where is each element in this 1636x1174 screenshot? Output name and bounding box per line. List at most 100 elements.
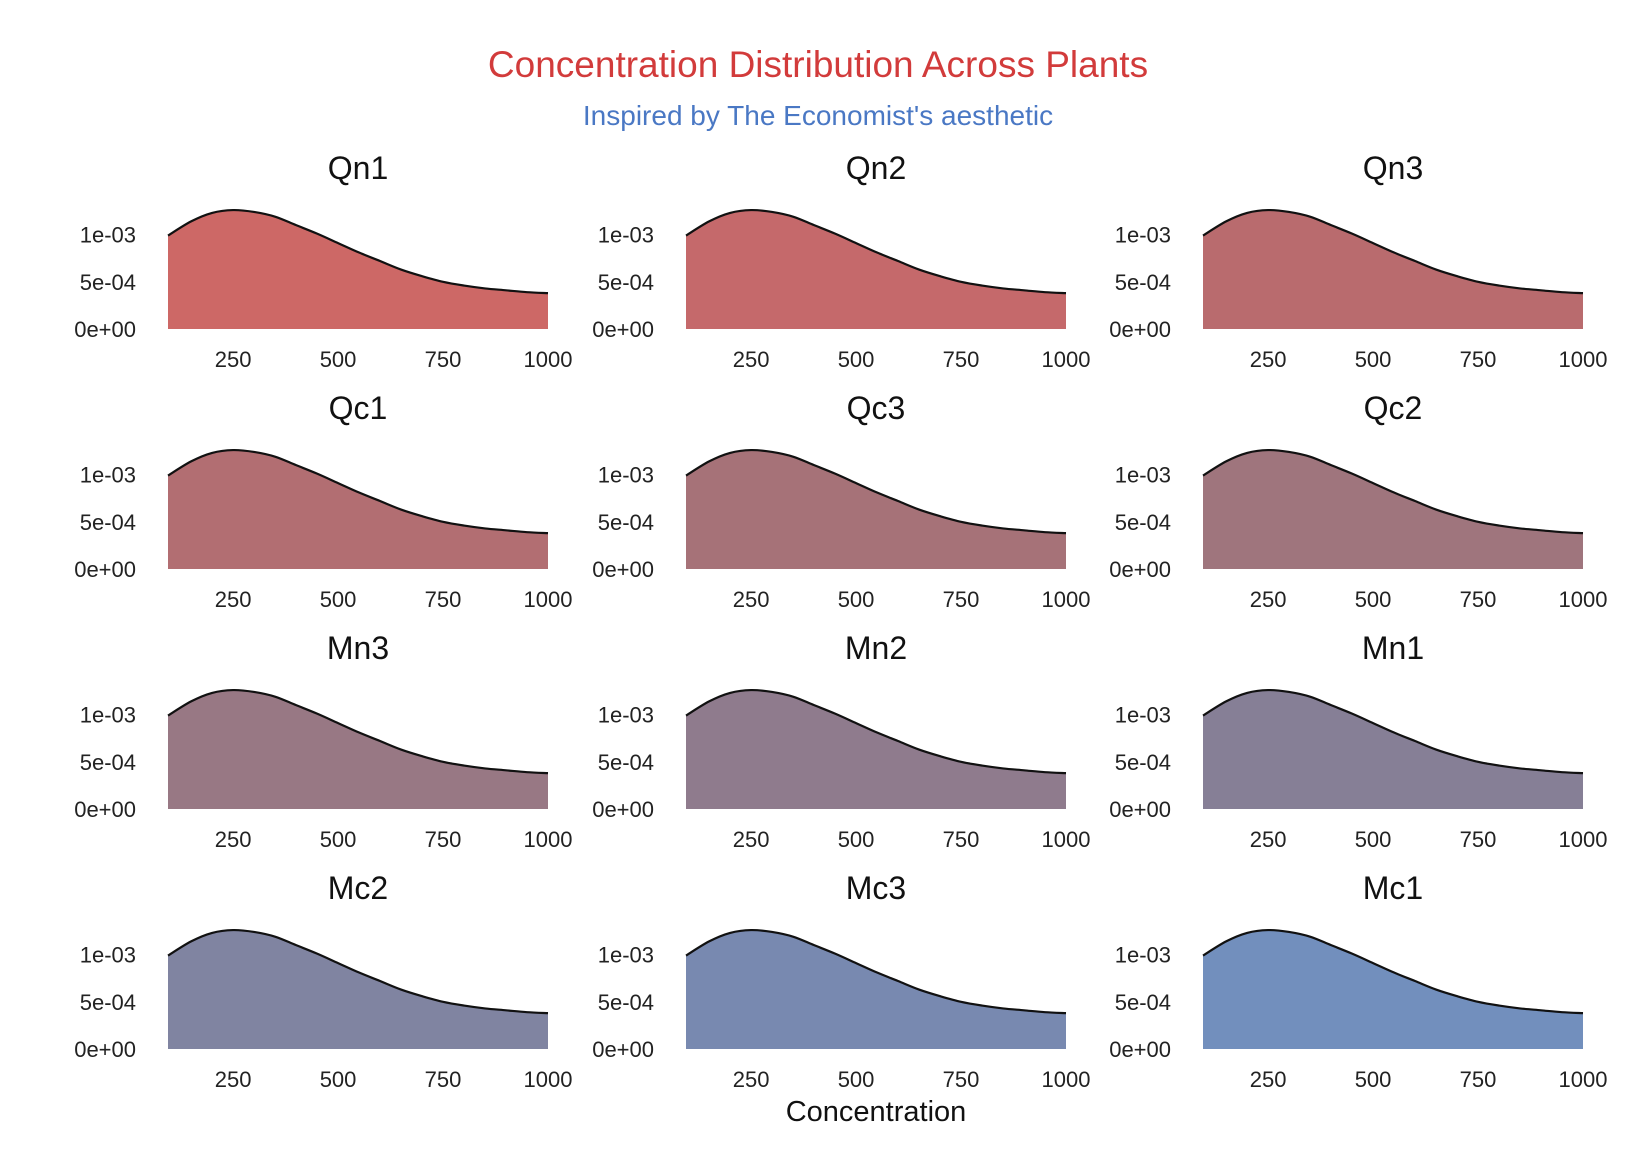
density-line	[685, 688, 1067, 775]
density-line	[167, 688, 549, 775]
density-area	[1203, 930, 1583, 1049]
x-tick-label: 750	[425, 347, 462, 372]
x-tick-label: 750	[943, 1067, 980, 1092]
y-tick-label: 1e-03	[80, 943, 136, 968]
y-tick-label: 0e+00	[74, 317, 136, 342]
y-tick-label: 5e-04	[598, 270, 654, 295]
x-tick-label: 500	[1355, 827, 1392, 852]
x-tick-label: 1000	[524, 347, 573, 372]
y-tick-label: 1e-03	[80, 223, 136, 248]
x-tick-label: 250	[1250, 827, 1287, 852]
x-tick-label: 250	[1250, 347, 1287, 372]
density-line	[685, 928, 1067, 1015]
panel-mn3: Mn3 0e+00 5e-04 1e-03 250 500 750 1000	[74, 630, 572, 852]
x-tick-label: 500	[1355, 347, 1392, 372]
x-tick-label: 750	[943, 587, 980, 612]
panel-qn1: Qn1 0e+00 5e-04 1e-03 250 500 750 1000	[74, 150, 572, 372]
x-tick-label: 1000	[524, 1067, 573, 1092]
x-tick-label: 1000	[1559, 827, 1608, 852]
panel-mc2: Mc2 0e+00 5e-04 1e-03 250 500 750 1000	[74, 870, 572, 1092]
panel-title: Qc1	[329, 390, 388, 426]
density-line	[1202, 448, 1584, 535]
panel-title: Mc2	[328, 870, 388, 906]
x-tick-label: 250	[733, 587, 770, 612]
panel-mc1: Mc1 0e+00 5e-04 1e-03 250 500 750 1000	[1109, 870, 1607, 1092]
y-tick-label: 1e-03	[598, 223, 654, 248]
panel-qc2: Qc2 0e+00 5e-04 1e-03 250 500 750 1000	[1109, 390, 1607, 612]
x-tick-label: 750	[943, 827, 980, 852]
panel-title: Qn1	[328, 150, 388, 186]
x-tick-label: 1000	[1559, 1067, 1608, 1092]
density-line	[1202, 928, 1584, 1015]
chart-subtitle: Inspired by The Economist's aesthetic	[582, 100, 1054, 131]
y-tick-label: 0e+00	[1109, 1037, 1171, 1062]
x-tick-label: 500	[1355, 1067, 1392, 1092]
y-tick-label: 1e-03	[598, 943, 654, 968]
density-line	[1202, 688, 1584, 775]
y-tick-label: 0e+00	[592, 1037, 654, 1062]
density-area	[168, 210, 548, 329]
y-tick-label: 0e+00	[592, 557, 654, 582]
x-tick-label: 1000	[1042, 347, 1091, 372]
x-tick-label: 250	[1250, 1067, 1287, 1092]
density-line	[167, 928, 549, 1015]
density-area	[1203, 690, 1583, 809]
x-tick-label: 1000	[524, 827, 573, 852]
x-tick-label: 250	[215, 1067, 252, 1092]
panel-title: Qn2	[846, 150, 906, 186]
y-tick-label: 5e-04	[80, 990, 136, 1015]
x-tick-label: 250	[1250, 587, 1287, 612]
x-tick-label: 750	[425, 1067, 462, 1092]
panel-mn2: Mn2 0e+00 5e-04 1e-03 250 500 750 1000	[592, 630, 1090, 852]
panel-title: Mc1	[1363, 870, 1423, 906]
density-line	[167, 448, 549, 535]
density-area	[686, 210, 1066, 329]
x-tick-label: 1000	[1042, 587, 1091, 612]
panel-mc3: Mc3 0e+00 5e-04 1e-03 250 500 750 1000	[592, 870, 1090, 1092]
y-tick-label: 1e-03	[1115, 943, 1171, 968]
x-tick-label: 250	[215, 587, 252, 612]
x-tick-label: 1000	[1042, 1067, 1091, 1092]
y-tick-label: 0e+00	[1109, 557, 1171, 582]
y-tick-label: 5e-04	[1115, 750, 1171, 775]
x-tick-label: 750	[425, 587, 462, 612]
panel-title: Qn3	[1363, 150, 1423, 186]
y-tick-label: 5e-04	[598, 510, 654, 535]
x-tick-label: 500	[320, 347, 357, 372]
y-tick-label: 0e+00	[74, 557, 136, 582]
y-tick-label: 1e-03	[80, 463, 136, 488]
x-tick-label: 250	[733, 827, 770, 852]
density-line	[167, 208, 549, 295]
density-line	[685, 208, 1067, 295]
y-tick-label: 0e+00	[74, 797, 136, 822]
y-tick-label: 5e-04	[80, 270, 136, 295]
y-tick-label: 5e-04	[598, 990, 654, 1015]
y-tick-label: 1e-03	[1115, 223, 1171, 248]
panel-qc3: Qc3 0e+00 5e-04 1e-03 250 500 750 1000	[592, 390, 1090, 612]
density-area	[1203, 210, 1583, 329]
panel-mn1: Mn1 0e+00 5e-04 1e-03 250 500 750 1000	[1109, 630, 1607, 852]
panel-title: Qc3	[847, 390, 906, 426]
x-tick-label: 1000	[1559, 587, 1608, 612]
y-tick-label: 5e-04	[1115, 270, 1171, 295]
x-tick-label: 500	[838, 827, 875, 852]
panel-title: Mc3	[846, 870, 906, 906]
y-tick-label: 0e+00	[1109, 317, 1171, 342]
panel-title: Qc2	[1364, 390, 1423, 426]
x-tick-label: 500	[320, 827, 357, 852]
x-tick-label: 750	[1460, 347, 1497, 372]
panel-qc1: Qc1 0e+00 5e-04 1e-03 250 500 750 1000	[74, 390, 572, 612]
x-tick-label: 750	[425, 827, 462, 852]
y-tick-label: 5e-04	[1115, 990, 1171, 1015]
x-tick-label: 250	[733, 347, 770, 372]
density-area	[686, 450, 1066, 569]
x-tick-label: 500	[838, 1067, 875, 1092]
panel-qn2: Qn2 0e+00 5e-04 1e-03 250 500 750 1000	[592, 150, 1090, 372]
x-axis-label: Concentration	[786, 1096, 967, 1128]
density-area	[1203, 450, 1583, 569]
x-tick-label: 500	[1355, 587, 1392, 612]
y-tick-label: 5e-04	[1115, 510, 1171, 535]
x-tick-label: 1000	[524, 587, 573, 612]
x-tick-label: 750	[1460, 587, 1497, 612]
